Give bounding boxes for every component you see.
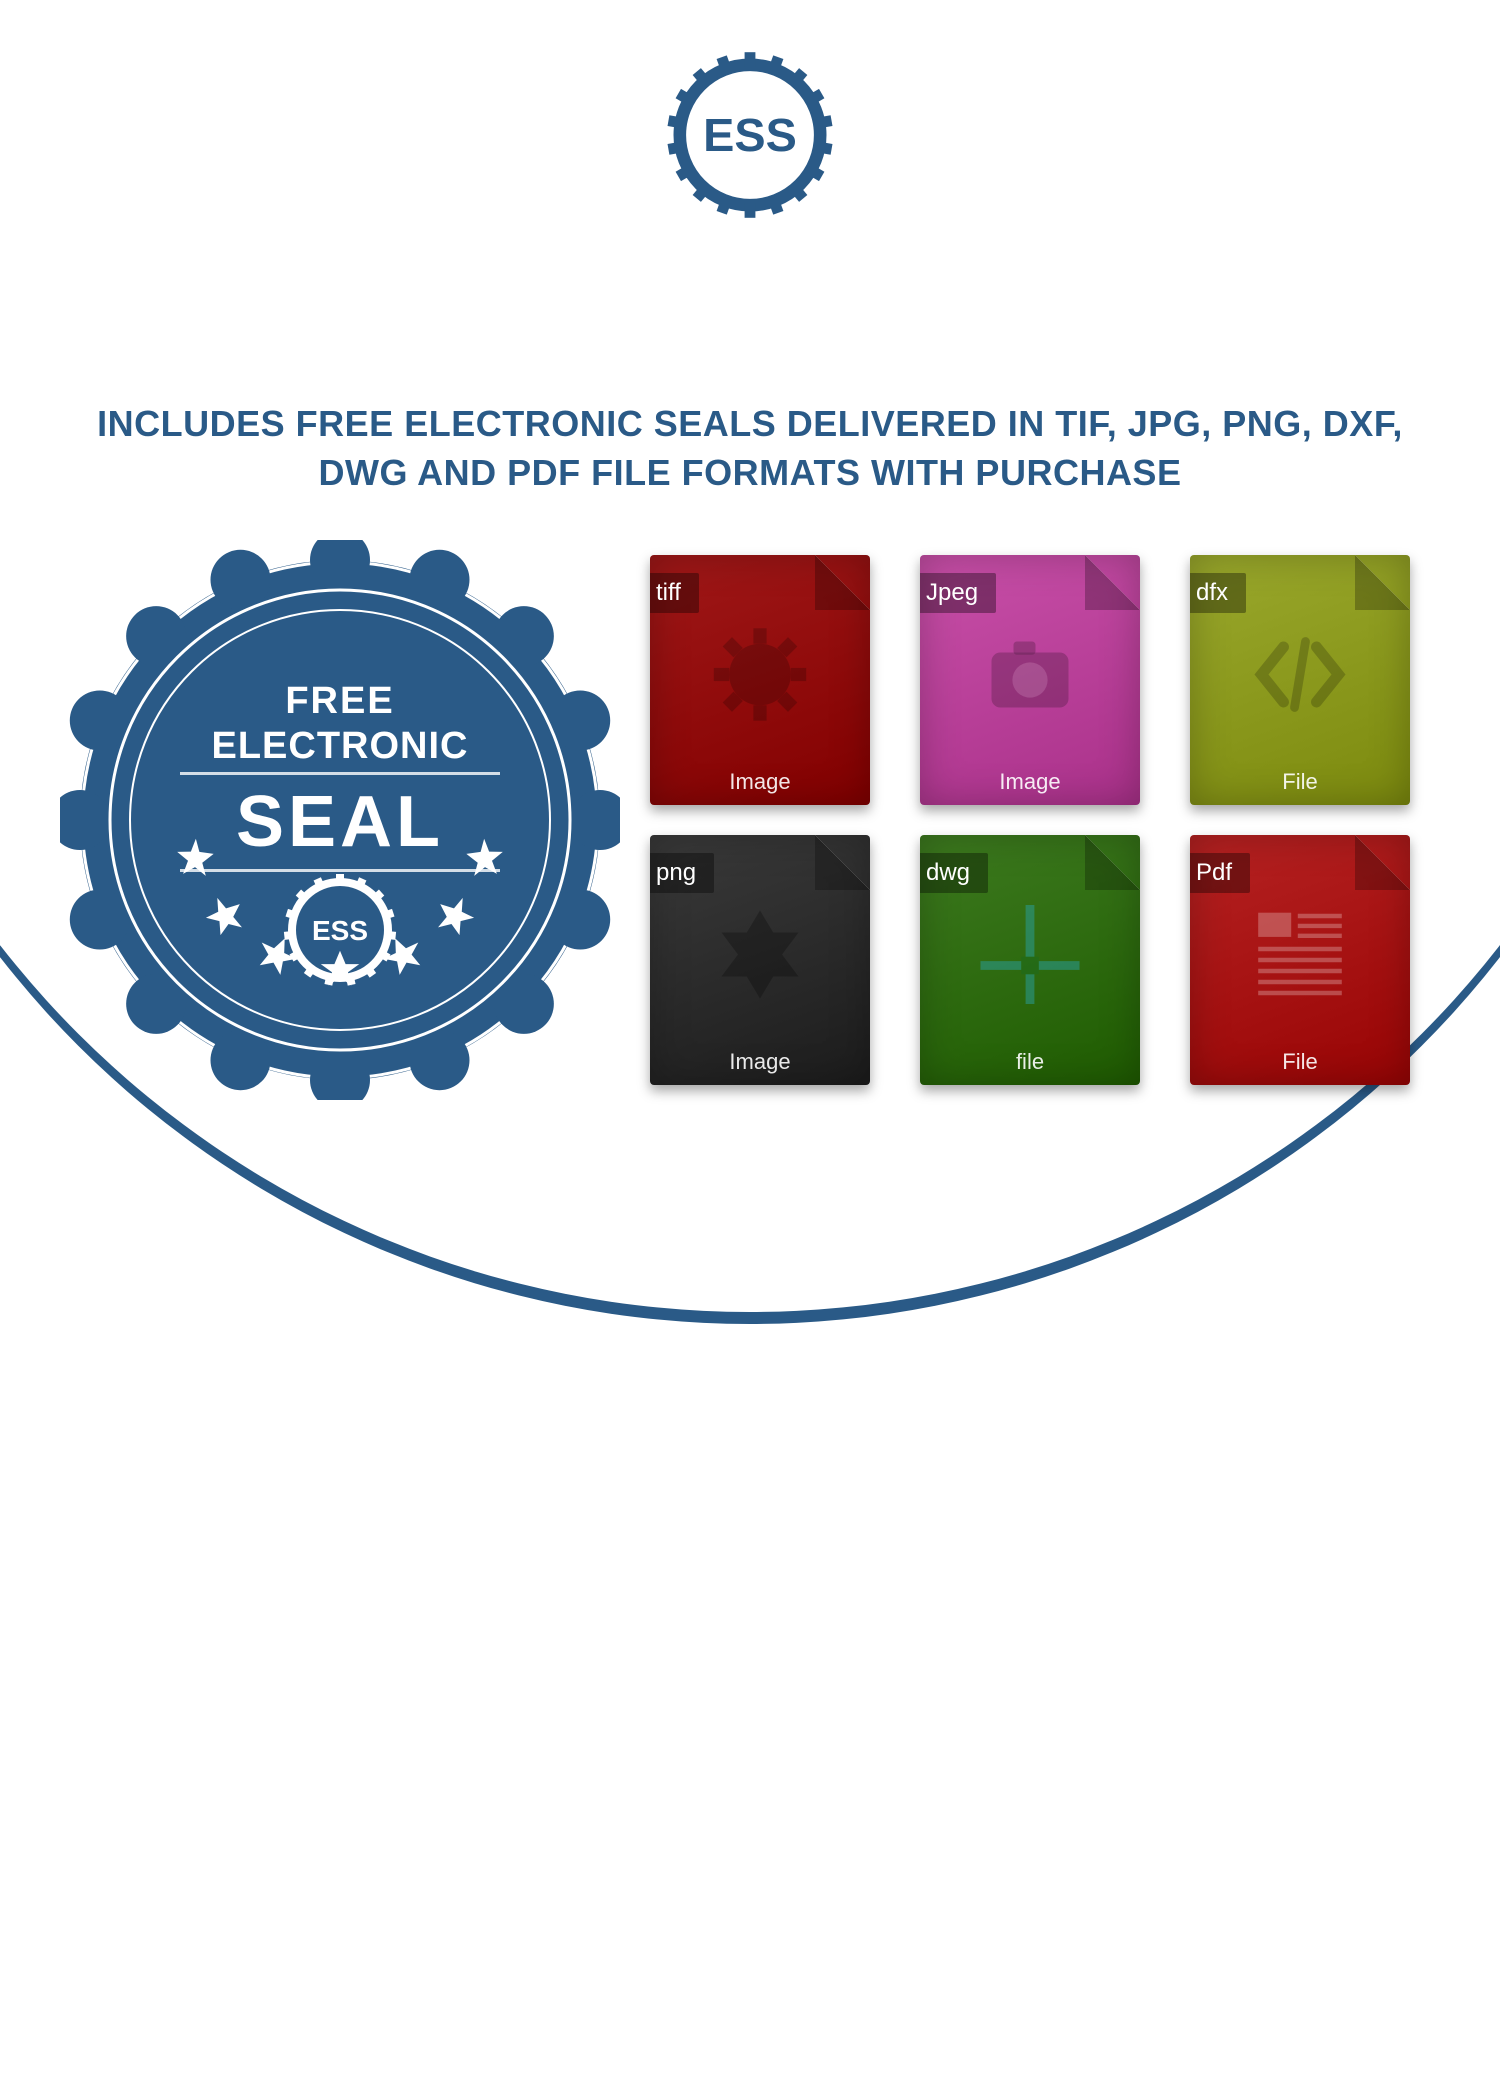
- gear-icon: ESS: [660, 45, 840, 225]
- badge-line3: SEAL: [180, 772, 500, 872]
- file-footer: File: [1190, 1049, 1410, 1075]
- page-fold-icon: [815, 555, 870, 610]
- file-icon-pdf: Pdf File: [1190, 835, 1410, 1085]
- file-footer: Image: [650, 1049, 870, 1075]
- file-icon-tiff: tiff Image: [650, 555, 870, 805]
- file-footer: File: [1190, 769, 1410, 795]
- ess-logo: ESS: [635, 20, 865, 250]
- page-fold-icon: [815, 835, 870, 890]
- code-icon: [1245, 620, 1355, 730]
- file-label: Jpeg: [920, 573, 996, 613]
- page-fold-icon: [1355, 835, 1410, 890]
- content-row: ESS FREE ELECTRONIC SEAL tiff Image Jpeg…: [60, 540, 1440, 1100]
- file-icon-png: png Image: [650, 835, 870, 1085]
- badge-line1: FREE: [60, 680, 620, 723]
- page-fold-icon: [1355, 555, 1410, 610]
- file-icon-dfx: dfx File: [1190, 555, 1410, 805]
- file-label: dfx: [1190, 573, 1246, 613]
- gear-icon: [705, 620, 815, 730]
- file-label: dwg: [920, 853, 988, 893]
- footer-note: all files are provided as-is: [1019, 1403, 1380, 1440]
- document-icon: [1245, 900, 1355, 1010]
- logo-text: ESS: [703, 109, 797, 161]
- file-label: Pdf: [1190, 853, 1250, 893]
- file-icon-dwg: dwg file: [920, 835, 1140, 1085]
- headline-text: INCLUDES FREE ELECTRONIC SEALS DELIVERED…: [80, 400, 1420, 497]
- badge-text-block: FREE ELECTRONIC SEAL: [60, 680, 620, 872]
- starburst-icon: [705, 900, 815, 1010]
- free-electronic-seal-badge: ESS FREE ELECTRONIC SEAL: [60, 540, 620, 1100]
- file-icon-jpeg: Jpeg Image: [920, 555, 1140, 805]
- camera-icon: [975, 620, 1085, 730]
- file-label: png: [650, 853, 714, 893]
- page-fold-icon: [1085, 555, 1140, 610]
- badge-inner-text: ESS: [312, 915, 368, 946]
- file-footer: file: [920, 1049, 1140, 1075]
- file-label: tiff: [650, 573, 699, 613]
- badge-line2: ELECTRONIC: [60, 725, 620, 768]
- crosshair-icon: [975, 900, 1085, 1010]
- file-footer: Image: [650, 769, 870, 795]
- file-footer: Image: [920, 769, 1140, 795]
- file-format-grid: tiff Image Jpeg Image dfx File png Image…: [650, 555, 1440, 1085]
- page-fold-icon: [1085, 835, 1140, 890]
